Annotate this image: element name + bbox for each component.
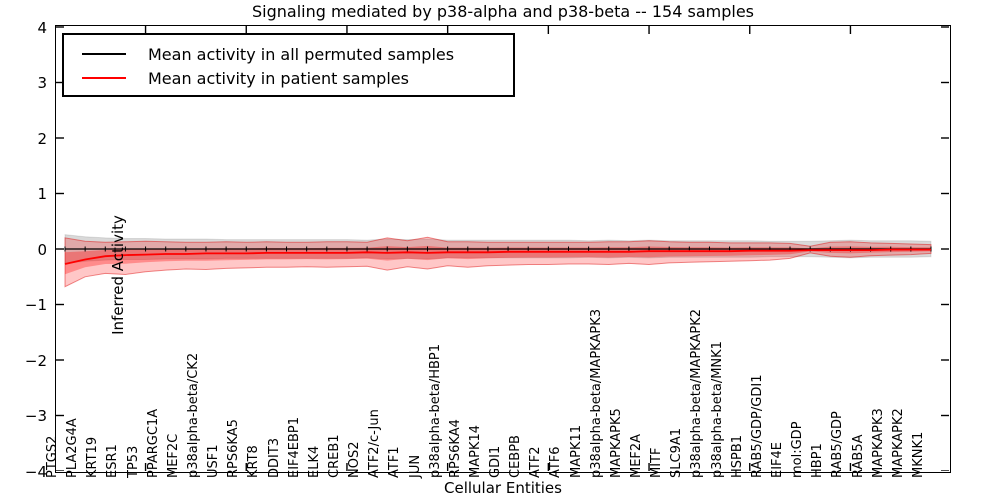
permuted-line-swatch xyxy=(82,53,126,55)
x-category-label: EIF4E xyxy=(770,441,786,478)
x-category-label: MAPKAPK2 xyxy=(890,408,906,478)
patient-mean-line xyxy=(64,248,931,265)
x-category-label: DDIT3 xyxy=(266,437,282,478)
x-category-label: mol:GDP xyxy=(790,421,806,478)
x-category-label: GDI1 xyxy=(488,445,504,478)
y-tick-label: 0 xyxy=(37,240,47,259)
y-tick-label: 3 xyxy=(37,74,47,93)
x-category-label: RAB5A xyxy=(850,434,866,478)
y-tick-label: 2 xyxy=(37,129,47,148)
y-tick-label: −4 xyxy=(24,462,47,481)
x-category-label: ATF2/c-Jun xyxy=(367,409,383,478)
x-category-label: RAB5/GDP/GDI1 xyxy=(749,374,765,478)
x-category-label: RPS6KA5 xyxy=(226,419,242,478)
y-tick-label: −2 xyxy=(24,351,47,370)
y-axis-title: Inferred Activity xyxy=(108,215,127,335)
x-category-label: SLC9A1 xyxy=(669,427,685,478)
y-tick-label: 1 xyxy=(37,185,47,204)
x-category-label: KRT19 xyxy=(85,436,101,478)
chart-title: Signaling mediated by p38-alpha and p38-… xyxy=(251,2,754,21)
x-category-label: p38alpha-beta/MAPKAPK3 xyxy=(588,309,604,478)
x-category-label: HSPB1 xyxy=(729,434,745,478)
x-category-label: JUN xyxy=(407,454,423,478)
x-category-label: USF1 xyxy=(206,444,222,478)
x-category-label: PPARGC1A xyxy=(145,408,161,478)
y-tick-label: 4 xyxy=(37,18,47,37)
plot-area: Inferred Activity PTGS2 PLA2G4A KRT19 ESR1 T… xyxy=(45,25,951,478)
legend-entry-patient: Mean activity in patient samples xyxy=(74,66,503,90)
y-tick-label: −3 xyxy=(24,407,47,426)
x-category-label: EIF4EBP1 xyxy=(286,416,302,478)
x-category-label: ATF2 xyxy=(528,446,544,478)
x-category-label: PTGS2 xyxy=(45,435,60,478)
y-tick-label: −1 xyxy=(24,296,47,315)
patient-outer-band xyxy=(64,236,932,288)
legend-entry-permuted: Mean activity in all permuted samples xyxy=(74,42,503,66)
x-category-label: PLA2G4A xyxy=(65,418,81,478)
legend-label-permuted: Mean activity in all permuted samples xyxy=(148,44,455,64)
x-category-label: RAB5/GDP xyxy=(830,411,846,478)
x-category-label: RPS6KA4 xyxy=(447,419,463,478)
legend: Mean activity in all permuted samples Me… xyxy=(62,33,515,97)
x-category-label: ESR1 xyxy=(105,444,121,478)
x-category-label: p38alpha-beta/MNK1 xyxy=(709,341,725,478)
x-category-label: TP53 xyxy=(125,445,141,478)
x-category-label: CEBPB xyxy=(508,435,524,478)
x-category-label: ATF1 xyxy=(387,446,403,478)
x-category-label: ELK4 xyxy=(306,445,322,478)
x-category-label: MAPKAPK3 xyxy=(870,408,886,478)
x-category-label: MEF2C xyxy=(165,433,181,478)
x-category-label: p38alpha-beta/HBP1 xyxy=(427,343,443,478)
x-category-label: ATF6 xyxy=(548,446,564,478)
x-axis-title: Cellular Entities xyxy=(444,479,562,497)
x-category-label: KRT8 xyxy=(246,445,262,478)
x-category-label: MKNK1 xyxy=(911,431,926,478)
x-category-label: MAPKAPK5 xyxy=(608,408,624,478)
legend-label-patient: Mean activity in patient samples xyxy=(148,68,409,88)
x-category-label: NOS2 xyxy=(347,441,363,478)
x-category-label: CREB1 xyxy=(326,434,342,478)
x-category-label: MAPK14 xyxy=(467,424,483,478)
x-category-label: MITF xyxy=(649,447,665,478)
patient-line-swatch xyxy=(82,77,126,79)
x-category-label: MAPK11 xyxy=(568,424,584,478)
x-category-label: p38alpha-beta/CK2 xyxy=(185,352,201,478)
x-category-label: HBP1 xyxy=(810,443,826,478)
x-category-label: p38alpha-beta/MAPKAPK2 xyxy=(689,309,705,478)
x-category-label: MEF2A xyxy=(629,433,645,478)
chart-canvas xyxy=(56,26,949,471)
